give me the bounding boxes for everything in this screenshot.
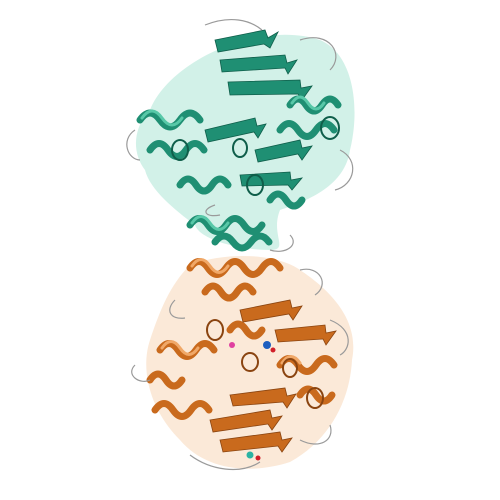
ligands <box>229 341 276 461</box>
chain-b-orange <box>131 255 354 470</box>
chain-a-teal <box>126 18 355 252</box>
